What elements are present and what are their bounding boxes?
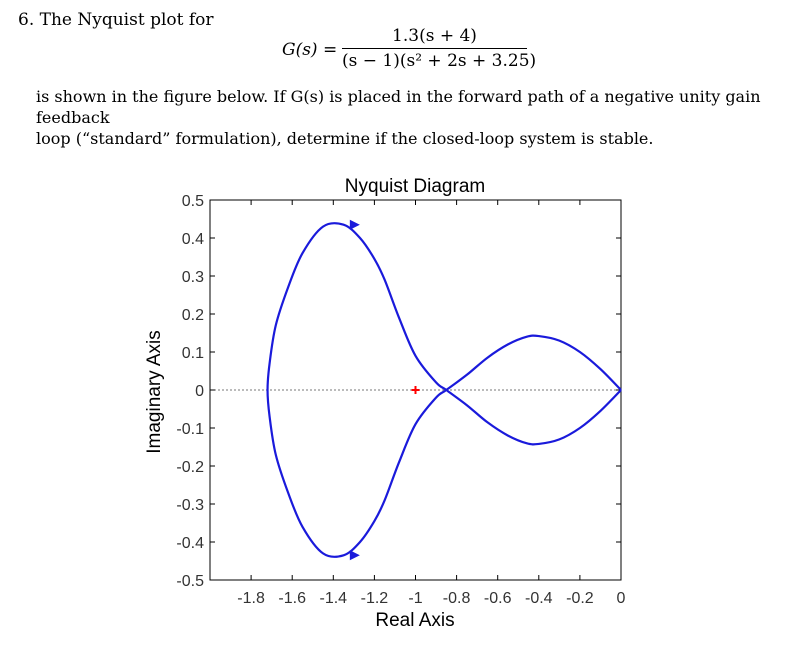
transfer-function-denominator: (s − 1)(s² + 2s + 3.25)	[342, 51, 537, 71]
x-tick-label: -1.6	[278, 590, 306, 607]
direction-arrow	[349, 219, 360, 230]
x-axis-ticks: -1.8 -1.6 -1.4 -1.2 -1 -0.8 -0.6 -0.4 -0.2 0	[237, 200, 626, 607]
y-tick-label: 0.4	[182, 231, 204, 248]
y-tick-label: -0.4	[176, 535, 204, 552]
chart-title: Nyquist Diagram	[345, 176, 485, 197]
nyquist-curve	[266, 222, 622, 558]
x-tick-label: -0.8	[443, 590, 471, 607]
y-tick-label: -0.5	[176, 573, 204, 590]
x-tick-label: -1	[408, 590, 422, 607]
x-tick-label: -1.8	[237, 590, 265, 607]
x-tick-label: -1.2	[361, 590, 389, 607]
description-line-2: loop (“standard” formulation), determine…	[36, 129, 654, 148]
y-tick-label: 0.1	[182, 345, 204, 362]
direction-arrows	[349, 219, 360, 561]
fraction-bar	[342, 48, 527, 49]
transfer-function-fraction: 1.3(s + 4) (s − 1)(s² + 2s + 3.25)	[342, 26, 537, 71]
x-tick-label: -0.4	[525, 590, 553, 607]
y-tick-label: 0.3	[182, 269, 204, 286]
y-tick-label: 0.2	[182, 307, 204, 324]
critical-point-marker	[411, 386, 420, 394]
y-tick-label: -0.1	[176, 421, 204, 438]
x-axis-label: Real Axis	[375, 610, 454, 631]
x-tick-label: -0.2	[566, 590, 594, 607]
transfer-function-lhs: G(s) =	[282, 40, 338, 60]
y-tick-label: 0.5	[182, 193, 204, 210]
problem-heading: 6. The Nyquist plot for	[18, 10, 214, 30]
y-axis-ticks: 0.5 0.4 0.3 0.2 0.1 0 -0.1 -0.2 -0.3 -0.4 -0.5	[176, 193, 621, 590]
x-tick-label: -0.6	[484, 590, 512, 607]
transfer-function-numerator: 1.3(s + 4)	[392, 26, 477, 46]
x-tick-label: 0	[617, 590, 626, 607]
x-tick-label: -1.4	[320, 590, 348, 607]
y-tick-label: -0.3	[176, 497, 204, 514]
y-tick-label: 0	[195, 383, 204, 400]
y-tick-label: -0.2	[176, 459, 204, 476]
description-line-1: is shown in the figure below. If G(s) is…	[36, 87, 761, 127]
direction-arrow	[349, 550, 360, 561]
y-axis-label: Imaginary Axis	[144, 330, 165, 454]
problem-description: is shown in the figure below. If G(s) is…	[36, 86, 786, 149]
